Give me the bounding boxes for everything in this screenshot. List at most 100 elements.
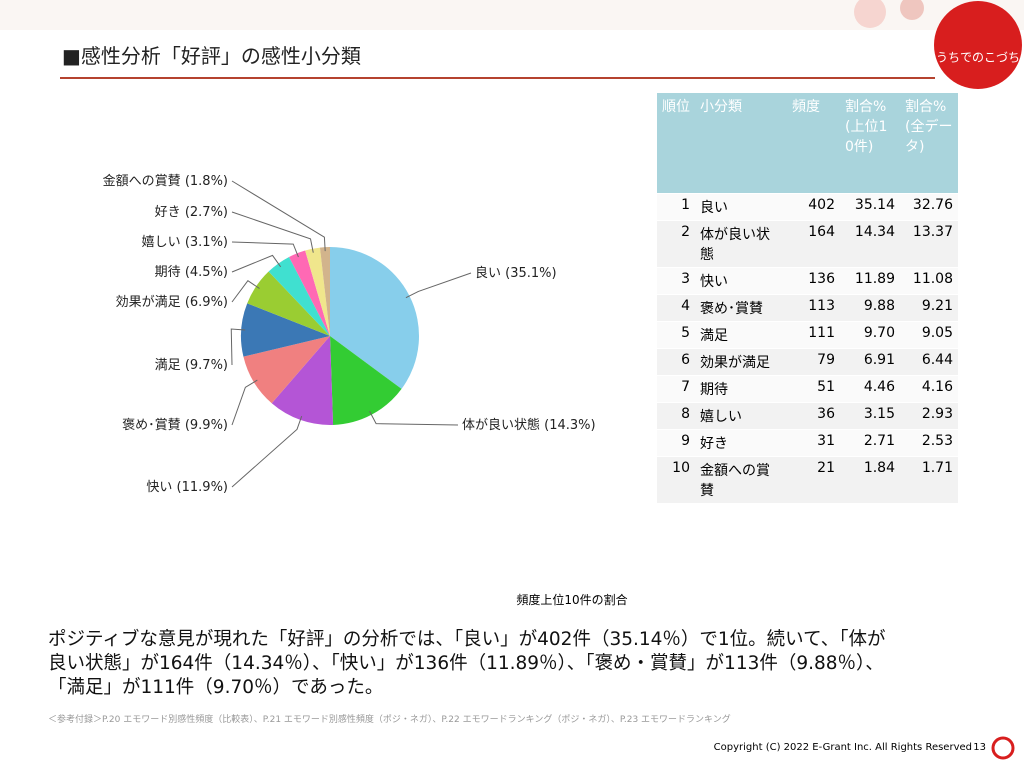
slice-label: 快い (11.9%) <box>146 480 228 495</box>
table-cell: 51 <box>787 375 840 403</box>
table-cell: 35.14 <box>840 193 900 221</box>
logo <box>934 1 1022 89</box>
pie-slice <box>330 247 419 389</box>
pie-slice <box>241 303 330 357</box>
table-cell: 1 <box>657 193 695 221</box>
table-cell: 2.53 <box>900 429 958 457</box>
table-cell: 好き <box>695 429 787 457</box>
table-cell: 4.46 <box>840 375 900 403</box>
header-row: 順位 小分類 頻度 割合%(上位10件) 割合%(全データ) <box>657 93 958 194</box>
table-cell: 36 <box>787 402 840 430</box>
flower <box>854 0 886 28</box>
leader-line <box>231 379 258 426</box>
table-cell: 21 <box>787 456 840 504</box>
table-cell: 402 <box>787 193 840 221</box>
slice-label: 体が良い状態 (14.3%) <box>462 417 596 433</box>
slice-category: 褒め･賞賛 <box>122 418 181 433</box>
slice-value-label: (2.7%) <box>185 205 228 220</box>
table-cell: 3.15 <box>840 402 900 430</box>
table-cell: 1.84 <box>840 456 900 504</box>
header-cell: 割合%(上位10件) <box>840 93 900 194</box>
table-row: 6 効果が満足 79 6.91 6.44 <box>657 348 958 376</box>
pie-slice <box>289 250 330 336</box>
copyright: Copyright (C) 2022 E-Grant Inc. All Righ… <box>713 742 972 753</box>
table-cell: 9.70 <box>840 321 900 349</box>
leader-line <box>231 241 299 258</box>
slice-value-label: (1.8%) <box>185 174 228 189</box>
leader-line <box>231 211 314 253</box>
slice-label: 期待 (4.5%) <box>155 265 228 280</box>
pie-slice <box>305 247 330 336</box>
table-cell: 嬉しい <box>695 402 787 430</box>
table-row: 4 褒め･賞賛 113 9.88 9.21 <box>657 294 958 322</box>
slice-value-label: (9.9%) <box>185 418 228 433</box>
pie-slice <box>271 336 334 425</box>
table-cell: 111 <box>787 321 840 349</box>
slice-value-label: (4.5%) <box>185 265 228 280</box>
leader-line <box>369 410 459 426</box>
table-cell: 113 <box>787 294 840 322</box>
leader-line <box>230 328 246 366</box>
table-cell: 32.76 <box>900 193 958 221</box>
table-cell: 9.05 <box>900 321 958 349</box>
top-band <box>0 0 1024 30</box>
slice-category: 満足 <box>155 358 181 373</box>
table-cell: 9.88 <box>840 294 900 322</box>
header-cell: 小分類 <box>695 93 787 194</box>
table-cell: 3 <box>657 267 695 295</box>
title-rule <box>60 77 935 79</box>
slice-category: 嬉しい <box>142 235 181 250</box>
pie-slice <box>319 247 330 336</box>
table-cell: 10 <box>657 456 695 504</box>
table-cell: 期待 <box>695 375 787 403</box>
leader-line <box>231 415 303 488</box>
leader-line <box>231 254 282 273</box>
table-cell: 褒め･賞賛 <box>695 294 787 322</box>
table-row: 10 金額への賞賛 21 1.84 1.71 <box>657 456 958 504</box>
slice-label: 褒め･賞賛 (9.9%) <box>122 418 228 433</box>
table-cell: 効果が満足 <box>695 348 787 376</box>
slice-value-label: (11.9%) <box>177 480 228 495</box>
footnote: ＜参考付録＞P.20 エモワード別感性頻度（比較表）、P.21 エモワード別感性… <box>48 715 731 725</box>
footer-logo <box>991 736 1015 760</box>
table-cell: 2.93 <box>900 402 958 430</box>
slice-label: 嬉しい (3.1%) <box>142 235 228 250</box>
slice-category: 快い <box>146 480 172 495</box>
table-cell: 136 <box>787 267 840 295</box>
table-row: 2 体が良い状態 164 14.34 13.37 <box>657 220 958 268</box>
title: ■感性分析「好評」の感性小分類 <box>62 44 361 68</box>
table-cell: 5 <box>657 321 695 349</box>
slice-category: 効果が満足 <box>116 295 181 310</box>
slice-label: 好き (2.7%) <box>155 205 228 220</box>
slice-label: 満足 (9.7%) <box>155 358 228 373</box>
slice-category: 好き <box>155 205 181 220</box>
table-row: 1 良い 402 35.14 32.76 <box>657 193 958 221</box>
pie-slice <box>330 336 402 425</box>
caption: 頻度上位10件の割合 <box>516 593 628 607</box>
pie-slice <box>247 271 330 336</box>
table-cell: 7 <box>657 375 695 403</box>
slice-value-label: (6.9%) <box>185 295 228 310</box>
leader-line <box>231 180 326 252</box>
table-cell: 6 <box>657 348 695 376</box>
table-cell: 4.16 <box>900 375 958 403</box>
slice-value-label: (9.7%) <box>185 358 228 373</box>
slice-value-label: (14.3%) <box>544 418 595 433</box>
slice-label: 良い (35.1%) <box>475 265 557 281</box>
table-cell: 金額への賞賛 <box>695 456 787 504</box>
table-cell: 164 <box>787 220 840 268</box>
table-cell: 6.44 <box>900 348 958 376</box>
table-cell: 1.71 <box>900 456 958 504</box>
table-cell: 快い <box>695 267 787 295</box>
table-cell: 良い <box>695 193 787 221</box>
flower <box>900 0 924 20</box>
slice-value-label: (35.1%) <box>505 266 556 281</box>
table-cell: 8 <box>657 402 695 430</box>
page-number: 13 <box>973 742 986 753</box>
slice-category: 体が良い状態 <box>462 417 540 433</box>
table-cell: 79 <box>787 348 840 376</box>
header-cell: 割合%(全データ) <box>900 93 958 194</box>
table-row: 9 好き 31 2.71 2.53 <box>657 429 958 457</box>
body-text: ポジティブな意見が現れた「好評」の分析では、「良い」が402件（35.14％）で… <box>48 629 886 698</box>
